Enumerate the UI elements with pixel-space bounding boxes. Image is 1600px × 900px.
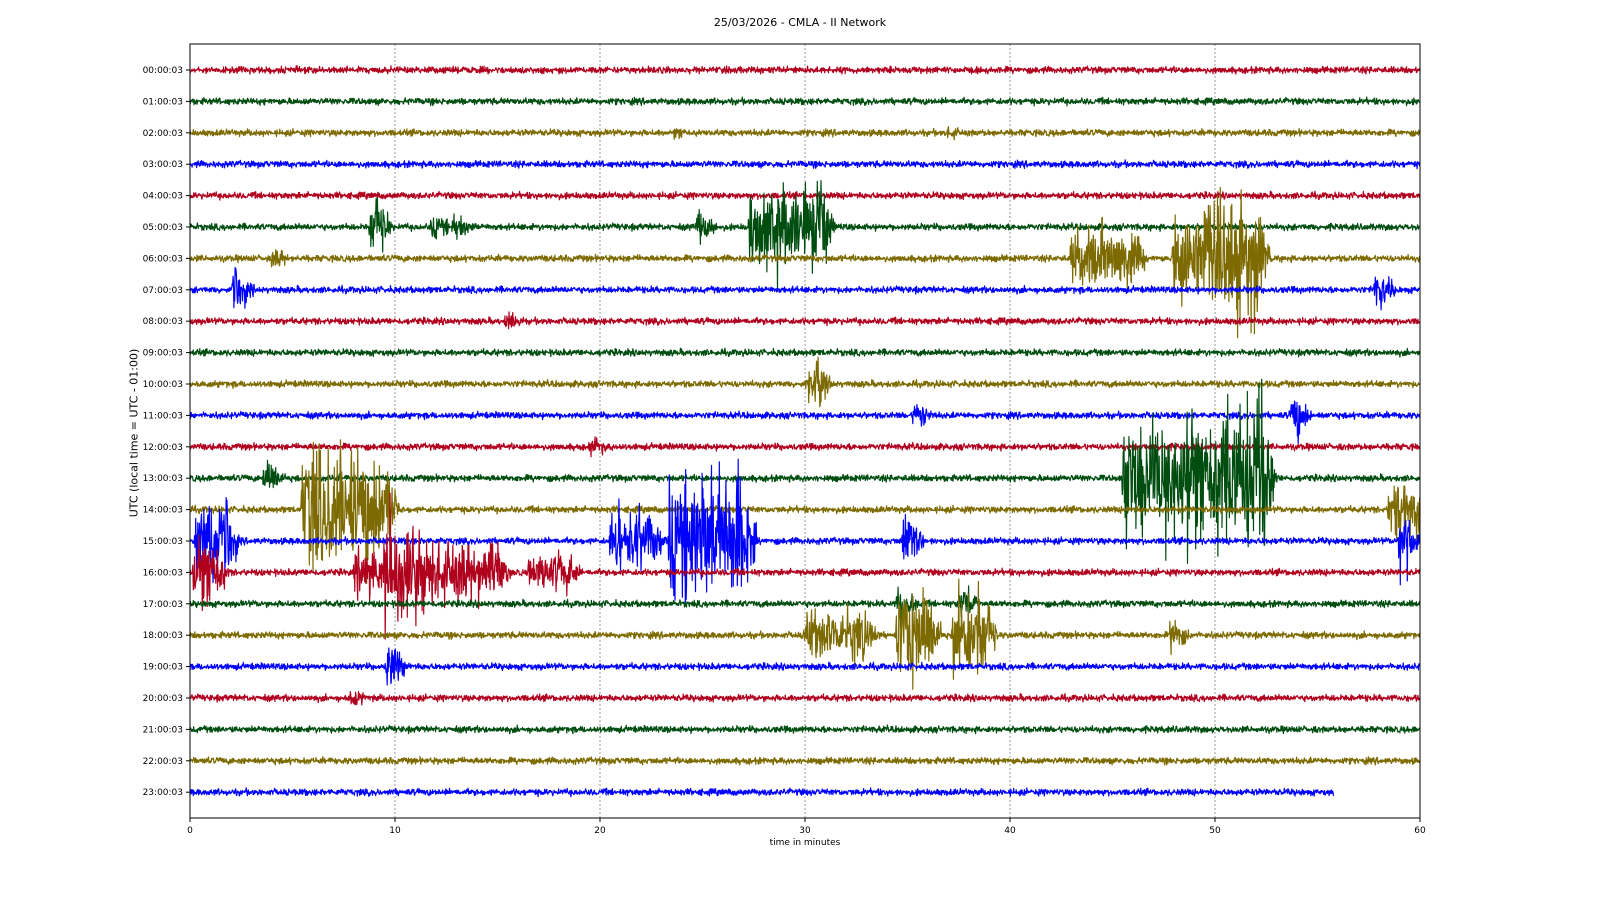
x-tick-label: 20	[594, 826, 606, 836]
y-tick-label: 17:00:03	[143, 600, 183, 610]
y-tick-label: 06:00:03	[143, 254, 183, 264]
trace-22-00-03	[189, 756, 1421, 766]
y-tick-label: 10:00:03	[143, 380, 183, 390]
trace-06-00-03	[189, 186, 1421, 339]
trace-10-00-03	[189, 356, 1421, 408]
y-tick-label: 15:00:03	[143, 537, 183, 547]
y-tick-label: 20:00:03	[143, 694, 183, 704]
trace-09-00-03	[189, 347, 1421, 358]
y-tick-label: 22:00:03	[143, 757, 183, 767]
y-tick-label: 19:00:03	[143, 663, 183, 673]
x-tick-label: 10	[389, 826, 401, 836]
trace-11-00-03	[189, 400, 1421, 444]
y-tick-label: 00:00:03	[143, 66, 183, 76]
y-tick-label: 21:00:03	[143, 725, 183, 735]
y-tick-label: 01:00:03	[143, 97, 183, 107]
seismogram-traces	[189, 65, 1421, 798]
y-tick-labels: 00:00:03 01:00:03 02:00:03 03:00:03 04:00:03…	[143, 66, 190, 798]
x-tick-label: 30	[799, 826, 811, 836]
y-tick-label: 05:00:03	[143, 223, 183, 233]
y-tick-label: 03:00:03	[143, 160, 183, 170]
trace-03-00-03	[189, 159, 1421, 170]
trace-23-00-03	[189, 787, 1335, 798]
y-tick-label: 18:00:03	[143, 631, 183, 641]
y-tick-label: 07:00:03	[143, 286, 183, 296]
trace-16-00-03	[189, 492, 1421, 640]
y-tick-label: 13:00:03	[143, 474, 183, 484]
x-tick-label: 0	[187, 826, 193, 836]
trace-17-00-03	[189, 585, 1421, 629]
x-tick-labels: 0 10 20 30 40 50 60	[187, 818, 1426, 836]
y-tick-label: 23:00:03	[143, 788, 183, 798]
y-tick-label: 12:00:03	[143, 443, 183, 453]
trace-21-00-03	[189, 724, 1420, 735]
trace-14-00-03	[189, 439, 1421, 584]
trace-07-00-03	[189, 266, 1421, 311]
x-tick-label: 60	[1414, 826, 1426, 836]
trace-02-00-03	[189, 126, 1421, 141]
x-tick-label: 40	[1004, 826, 1016, 836]
y-tick-label: 09:00:03	[143, 349, 183, 359]
y-tick-label: 16:00:03	[143, 568, 183, 578]
x-tick-label: 50	[1209, 826, 1221, 836]
trace-01-00-03	[189, 96, 1421, 107]
y-tick-label: 04:00:03	[143, 192, 183, 202]
trace-08-00-03	[189, 311, 1421, 330]
y-tick-label: 08:00:03	[143, 317, 183, 327]
chart-title: 25/03/2026 - CMLA - II Network	[713, 16, 887, 29]
trace-20-00-03	[189, 691, 1421, 706]
vertical-gridlines	[394, 44, 1216, 818]
trace-19-00-03	[189, 647, 1421, 686]
x-axis-label: time in minutes	[769, 838, 841, 848]
trace-13-00-03	[189, 378, 1421, 564]
trace-18-00-03	[189, 578, 1421, 690]
y-tick-label: 14:00:03	[143, 506, 183, 516]
trace-00-00-03	[189, 65, 1421, 75]
y-tick-label: 02:00:03	[143, 129, 183, 139]
y-tick-label: 11:00:03	[143, 411, 183, 421]
